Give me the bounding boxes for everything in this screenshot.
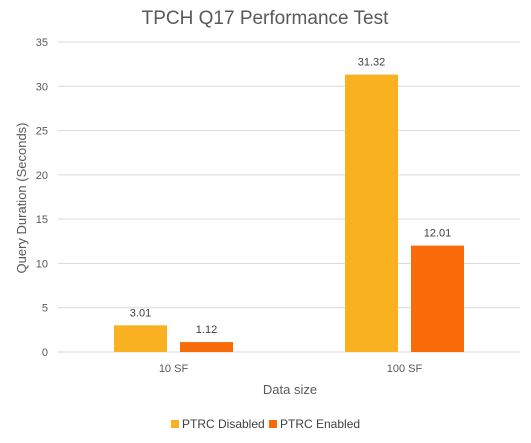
x-tick-label: 100 SF (387, 363, 423, 375)
y-axis-ticks: 0 5 10 15 20 25 30 35 (36, 37, 48, 359)
x-tick-label: 10 SF (159, 363, 189, 375)
legend-swatch (269, 420, 277, 428)
data-labels: 3.01 1.12 31.32 12.01 (130, 57, 451, 336)
bars (114, 74, 464, 352)
legend-label: PTRC Disabled (182, 417, 265, 431)
x-axis-ticks: 10 SF 100 SF (159, 363, 423, 375)
data-label: 3.01 (130, 307, 151, 319)
bar-ptrc-disabled (114, 325, 167, 352)
y-tick-label: 20 (36, 170, 48, 182)
bar-ptrc-disabled (345, 74, 398, 352)
y-tick-label: 10 (36, 258, 48, 270)
gridlines (58, 41, 520, 353)
data-label: 1.12 (196, 324, 217, 336)
data-label: 31.32 (358, 57, 386, 69)
x-axis-label: Data size (263, 382, 317, 397)
data-label: 12.01 (424, 228, 452, 240)
y-tick-label: 35 (36, 37, 48, 49)
y-tick-label: 25 (36, 126, 48, 138)
y-tick-label: 30 (36, 81, 48, 93)
legend-swatch (171, 420, 179, 428)
y-tick-label: 5 (42, 303, 48, 315)
legend-label: PTRC Enabled (280, 417, 360, 431)
chart-title: TPCH Q17 Performance Test (142, 8, 389, 29)
y-tick-label: 0 (42, 347, 48, 359)
y-axis-label: Query Duration (Seconds) (14, 122, 29, 273)
bar-ptrc-enabled (180, 342, 233, 352)
y-tick-label: 15 (36, 214, 48, 226)
bar-ptrc-enabled (411, 245, 464, 352)
legend: PTRC Disabled PTRC Enabled (171, 417, 360, 431)
